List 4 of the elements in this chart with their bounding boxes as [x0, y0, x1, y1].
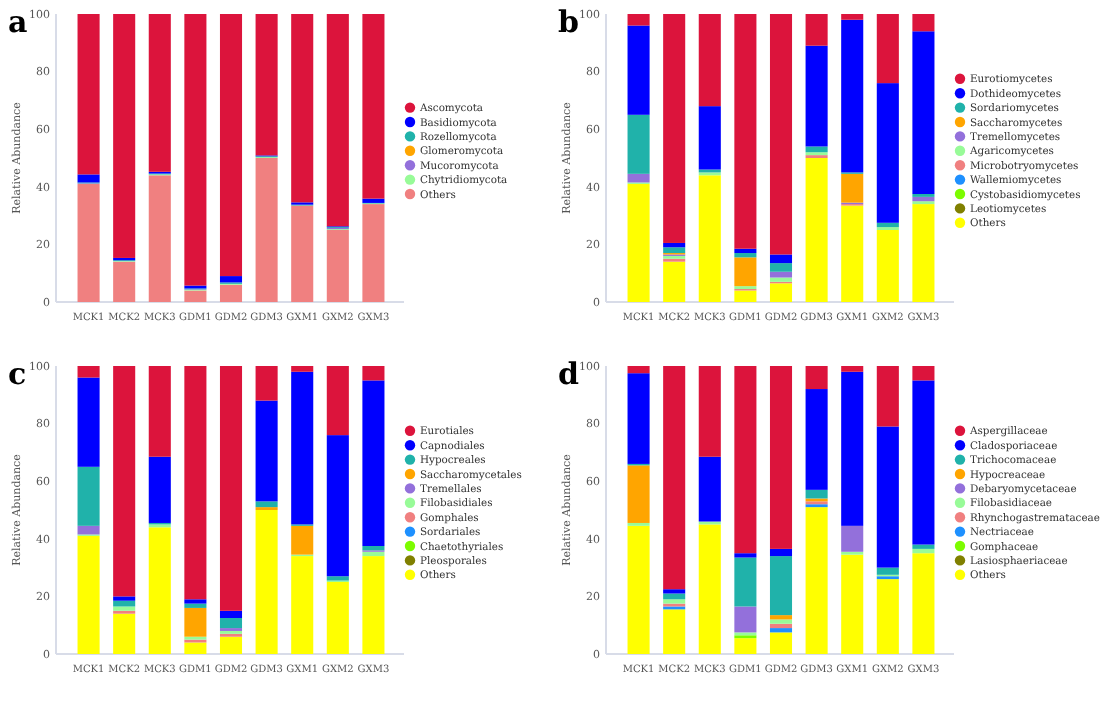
- chart-title: a: [8, 4, 28, 40]
- chart-title: b: [558, 4, 579, 40]
- chart-title: c: [8, 356, 27, 392]
- chart-title: d: [558, 356, 580, 392]
